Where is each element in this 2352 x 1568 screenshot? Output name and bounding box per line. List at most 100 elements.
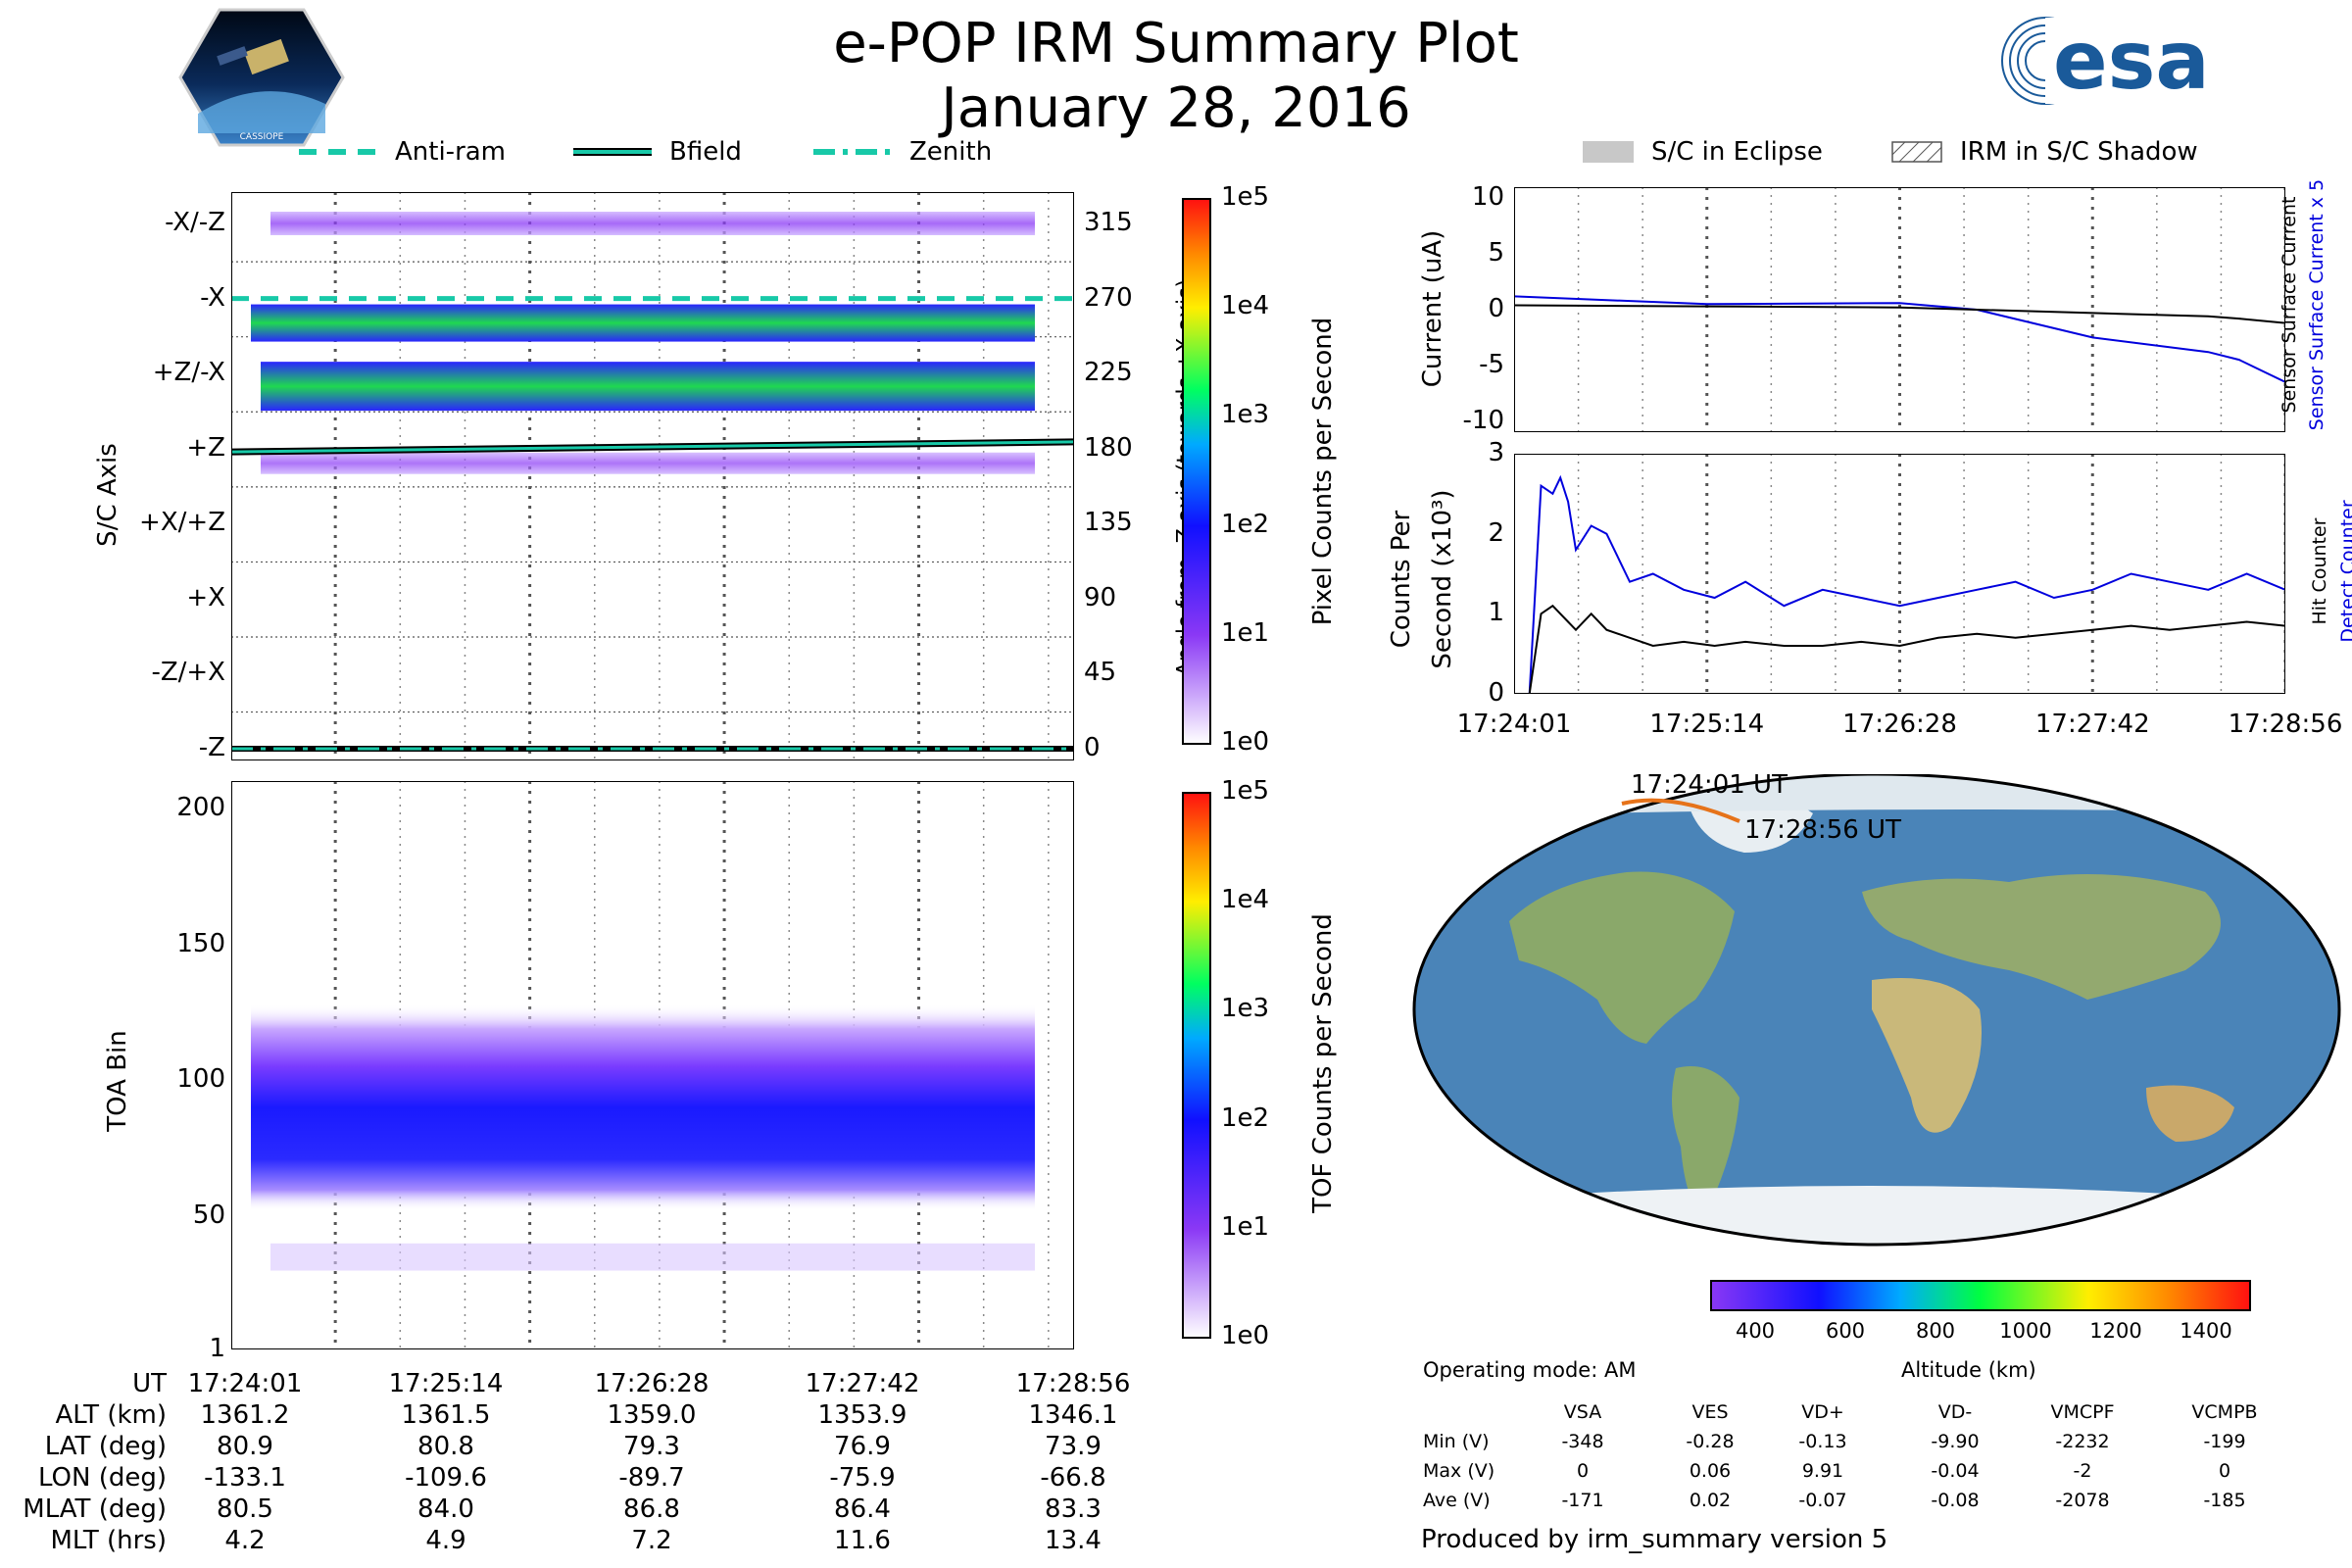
legend-zenith: Zenith [813,137,992,167]
page-title: e-POP IRM Summary Plot [833,12,1519,75]
sc-axis-category-label: +X/+Z [139,508,225,538]
legend-eclipse-label: S/C in Eclipse [1651,137,1823,167]
counts-panel [1514,454,2285,694]
counts-xtick: 17:24:01 [1456,710,1572,739]
sc-axis-category-label: +Z/-X [152,358,225,388]
pixel-colorbar [1182,198,1211,745]
current-right-label-blue: Sensor Surface Current x 5 [2306,178,2328,431]
colorbar-tick: 1e2 [1221,1102,1270,1133]
ephemeris-cell: 1361.5 [401,1400,491,1430]
voltage-cell: -2078 [2055,1490,2110,1511]
voltage-cell: -171 [1561,1490,1604,1511]
toa-ytick: 1 [209,1334,225,1363]
current-panel [1514,187,2285,432]
map-start-label: 17:24:01 UT [1631,770,1788,800]
eurasia-shape [1862,874,2221,1000]
ephemeris-cell: 4.9 [425,1526,466,1555]
voltage-cell: -0.04 [1931,1460,1980,1482]
colorbar-tick: 1e5 [1221,776,1270,806]
toa-main-band [251,1004,1035,1211]
altitude-tick: 400 [1735,1319,1776,1343]
p3-g-ytick: -10 [1462,405,1504,435]
ephemeris-cell: -133.1 [204,1463,286,1493]
ephemeris-cell: 80.8 [417,1432,474,1461]
esa-logo: esa [2001,15,2210,108]
colorbar-tick: 1e2 [1221,509,1270,539]
sc-axis-category-label: -X/-Z [165,208,225,237]
voltage-cell: -199 [2203,1431,2246,1452]
sc-axis-right-tick: 270 [1084,282,1133,313]
sc-axis-category-label: +Z [186,432,225,463]
voltage-row-label: Max (V) [1423,1460,1495,1482]
colorbar-tick: 1e4 [1221,291,1270,321]
colorbar-tick: 1e5 [1221,182,1270,212]
ephemeris-cell: 13.4 [1045,1526,1102,1555]
voltage-cell: -0.08 [1931,1490,1980,1511]
altitude-tick: 600 [1825,1319,1866,1343]
counts-right-label-black: Hit Counter [2309,517,2330,625]
voltage-cell: 0.02 [1689,1490,1732,1511]
voltage-cell: -0.07 [1798,1490,1847,1511]
cassiope-logo: CASSIOPE [178,8,345,147]
series-line-black [1514,604,2285,694]
voltage-cell: -2 [2073,1460,2092,1482]
band-z [261,452,1035,474]
altitude-colorbar-label: Altitude (km) [1901,1358,2036,1382]
cassiope-logo-text: CASSIOPE [240,132,284,142]
current-right-label-black: Sensor Surface Current [2278,196,2300,414]
operating-mode: Operating mode: AM [1423,1358,1637,1382]
voltage-header: VD- [1937,1401,1973,1423]
ephemeris-cell: 1346.1 [1028,1400,1118,1430]
colorbar-tick: 1e3 [1221,400,1270,430]
footer-credit: Produced by irm_summary version 5 [1421,1525,1888,1554]
legend-eclipse: S/C in Eclipse [1583,137,1823,167]
legend-bfield: Bfield [573,137,742,167]
ephemeris-cell: 17:26:28 [594,1369,710,1398]
voltage-cell: 0.06 [1689,1460,1732,1482]
tof-colorbar [1182,792,1211,1339]
band-x [251,304,1035,342]
sc-axis-category-label: +X [186,582,225,612]
p3-g-ytick: 0 [1488,294,1504,323]
voltage-cell: -9.90 [1931,1431,1980,1452]
ephemeris-cell: 80.5 [217,1494,273,1524]
counts-xtick: 17:28:56 [2228,710,2343,739]
voltage-header: VCMPB [2191,1401,2258,1423]
north-america-shape [1509,871,1735,1044]
altitude-colorbar [1710,1280,2251,1311]
voltage-header: VES [1691,1401,1729,1423]
p4-g-ytick: 3 [1488,438,1504,467]
africa-shape [1872,978,1982,1133]
toa-ytick: 100 [176,1064,225,1095]
map-end-label: 17:28:56 UT [1744,815,1901,845]
p4-g-ytick: 2 [1488,517,1504,548]
ephemeris-cell: 7.2 [631,1526,672,1555]
ephemeris-row-label: MLT (hrs) [50,1526,168,1555]
sc-axis-right-tick: 90 [1084,582,1117,612]
voltage-cell: -0.28 [1686,1431,1735,1452]
legend-anti-ram-label: Anti-ram [395,137,507,167]
ephemeris-cell: 1353.9 [817,1400,907,1430]
counts-xtick: 17:27:42 [2034,710,2150,739]
series-line-black [1514,304,2285,324]
pixel-colorbar-label: Pixel Counts per Second [1308,317,1338,626]
ephemeris-cell: 76.9 [834,1432,891,1461]
voltage-cell: 0 [2218,1460,2231,1482]
ephemeris-cell: 86.8 [623,1494,680,1524]
altitude-tick: 800 [1915,1319,1956,1343]
voltage-row-label: Ave (V) [1423,1490,1491,1511]
counts-ylabel-1: Counts Per [1387,510,1416,649]
altitude-tick: 1200 [2089,1319,2142,1343]
counts-ylabel-2: Second (x10³) [1428,489,1457,669]
colorbar-tick: 1e1 [1221,617,1270,648]
legend-shadow: IRM in S/C Shadow [1891,137,2198,167]
sc-axis-category-label: -Z/+X [151,658,225,688]
ephemeris-cell: 1359.0 [607,1400,697,1430]
sc-axis-right-tick: 315 [1084,208,1133,237]
voltage-cell: -2232 [2055,1431,2110,1452]
voltage-header: VMCPF [2050,1401,2115,1423]
sc-axis-category-label: -X [200,282,225,313]
ephemeris-cell: 4.2 [224,1526,266,1555]
colorbar-tick: 1e0 [1221,727,1270,757]
band-x-z [270,212,1035,235]
